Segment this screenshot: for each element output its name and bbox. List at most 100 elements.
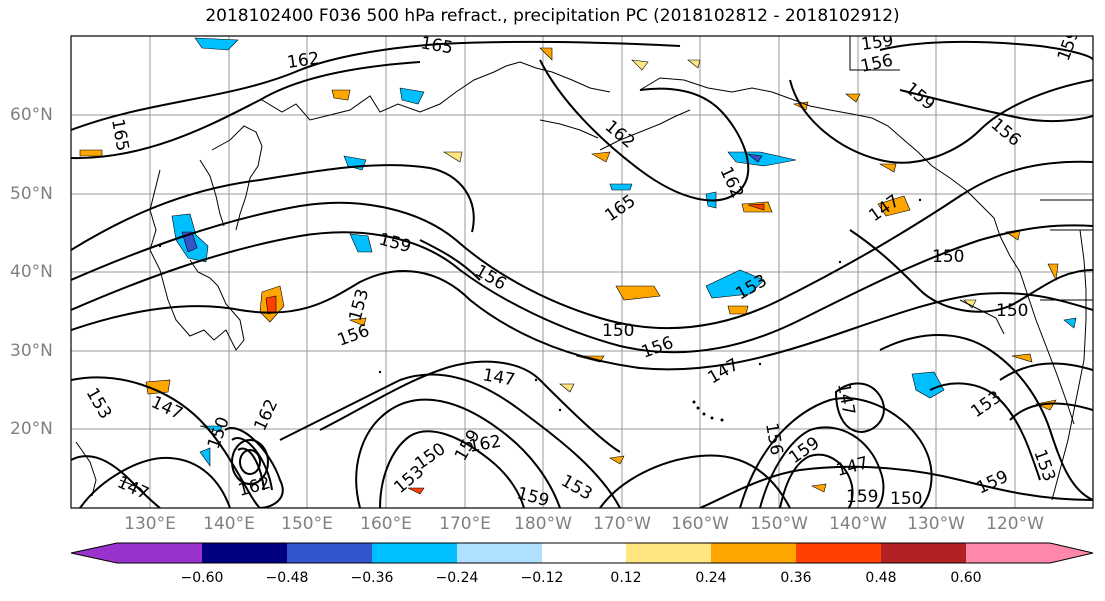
contour-label: 165 bbox=[419, 33, 454, 58]
contour-label: 150 bbox=[602, 321, 634, 341]
colorbar-segment bbox=[966, 543, 1093, 563]
precip-patch-orange bbox=[877, 195, 911, 217]
lon-label: 140°E bbox=[203, 514, 255, 534]
precip-patch-blue bbox=[199, 447, 211, 467]
precip-patch-blue bbox=[181, 231, 198, 253]
colorbar-segment bbox=[372, 543, 457, 563]
contour-label: 147 bbox=[833, 381, 858, 416]
contour-label: 147 bbox=[865, 191, 903, 226]
contour-label: 156 bbox=[335, 321, 372, 351]
precip-patch-blue bbox=[911, 371, 945, 399]
precip-patch-blue bbox=[199, 425, 223, 433]
contour-label: 153 bbox=[558, 471, 596, 505]
precip-patch-orange bbox=[609, 455, 625, 465]
contour-label: 162 bbox=[715, 164, 747, 202]
lon-label: 150°E bbox=[281, 514, 333, 534]
colorbar-tick-label: 0.48 bbox=[865, 570, 897, 586]
lon-label: 140°W bbox=[829, 514, 887, 534]
lon-label: 120°W bbox=[986, 514, 1044, 534]
contour-label: 159 bbox=[515, 484, 552, 512]
contour-label: 153 bbox=[346, 287, 374, 324]
lat-label: 20°N bbox=[10, 419, 53, 439]
contour-label: 147 bbox=[705, 355, 743, 389]
precip-patch-blue bbox=[705, 269, 765, 299]
contour-label: 159 bbox=[974, 467, 1012, 499]
border-lines bbox=[849, 36, 1093, 301]
lon-label: 160°E bbox=[360, 514, 412, 534]
height-contours bbox=[71, 40, 1093, 508]
precip-patch-orange bbox=[591, 151, 611, 163]
lon-label: 130°W bbox=[907, 514, 965, 534]
contour-label: 150 bbox=[890, 489, 922, 509]
colorbar-tick-label: 0.12 bbox=[610, 570, 642, 586]
precip-patch-yellow bbox=[442, 151, 463, 163]
precip-patch-orange bbox=[1011, 353, 1033, 363]
contour-label: 153 bbox=[1029, 447, 1059, 484]
contour-label: 147 bbox=[481, 365, 516, 390]
precip-patch-orange bbox=[811, 483, 827, 493]
contour-label: 165 bbox=[601, 191, 639, 226]
colorbar-tick-label: −0.24 bbox=[435, 570, 479, 586]
colorbar-tick-label: −0.36 bbox=[350, 570, 394, 586]
colorbar-segment bbox=[796, 543, 881, 563]
precip-patch-blue bbox=[609, 183, 633, 191]
lon-label: 180°W bbox=[514, 514, 572, 534]
colorbar-segment bbox=[202, 543, 287, 563]
lon-label: 160°W bbox=[671, 514, 729, 534]
precip-patch-orange bbox=[407, 487, 425, 495]
contour-label: 159 bbox=[1054, 26, 1084, 63]
precip-patch-orange bbox=[145, 379, 171, 395]
islands bbox=[158, 198, 922, 422]
contour-label: 162 bbox=[286, 49, 321, 73]
precip-patch-orange bbox=[79, 149, 103, 157]
contour-label: 153 bbox=[82, 385, 116, 423]
colorbar-segment bbox=[71, 543, 202, 563]
precip-patch-blue bbox=[399, 87, 425, 105]
precip-patch-orange bbox=[845, 93, 861, 103]
lon-label: 150°W bbox=[750, 514, 808, 534]
precip-patch-red bbox=[265, 295, 277, 315]
colorbar-tick-label: −0.60 bbox=[180, 570, 224, 586]
contour-label: 159 bbox=[846, 487, 878, 507]
colorbar-tick-label: 0.24 bbox=[695, 570, 727, 586]
lat-label: 40°N bbox=[10, 262, 53, 282]
colorbar-tick-label: 0.60 bbox=[950, 570, 982, 586]
contour-label: 159 bbox=[901, 79, 939, 115]
contour-label: 150 bbox=[996, 301, 1028, 321]
contour-label: 156 bbox=[639, 333, 676, 363]
contour-labels: 165 162 165 159 156 159 162 162 156 165 … bbox=[82, 26, 1084, 512]
precip-patch-blue bbox=[727, 151, 797, 167]
contour-label: 165 bbox=[107, 117, 132, 152]
colorbar-segment bbox=[542, 543, 626, 563]
contour-label: 162 bbox=[236, 473, 273, 501]
precip-patch-orange bbox=[348, 317, 367, 327]
contour-label: 159 bbox=[377, 230, 414, 258]
precip-patch-blue bbox=[746, 153, 763, 163]
colorbar-segment bbox=[881, 543, 966, 563]
colorbar-tick-label: −0.12 bbox=[520, 570, 564, 586]
lon-label: 170°W bbox=[593, 514, 651, 534]
precip-patch-orange bbox=[539, 47, 553, 61]
precip-patch-orange bbox=[727, 305, 749, 315]
precip-patch-orange bbox=[331, 89, 351, 101]
precip-patch-orange bbox=[878, 163, 897, 173]
lat-label: 60°N bbox=[10, 105, 53, 125]
lon-label: 170°E bbox=[439, 514, 491, 534]
contour-label: 150 bbox=[932, 247, 964, 267]
contour-label: 159 bbox=[785, 433, 823, 468]
lat-label: 30°N bbox=[10, 341, 53, 361]
contour-label: 147 bbox=[114, 472, 152, 504]
precip-patch-yellow bbox=[687, 59, 701, 69]
colorbar-segment bbox=[711, 543, 796, 563]
colorbar-tick-label: −0.48 bbox=[265, 570, 309, 586]
precip-patch-yellow bbox=[631, 59, 649, 71]
colorbar bbox=[70, 542, 1094, 564]
colorbar-tick-label: 0.36 bbox=[780, 570, 812, 586]
precip-patch-orange bbox=[1047, 263, 1059, 282]
colorbar-outline bbox=[70, 542, 1094, 564]
precip-patch-orange bbox=[615, 285, 661, 301]
precip-patch-yellow bbox=[559, 383, 575, 393]
colorbar-segment bbox=[287, 543, 372, 563]
contour-label: 147 bbox=[834, 453, 871, 481]
